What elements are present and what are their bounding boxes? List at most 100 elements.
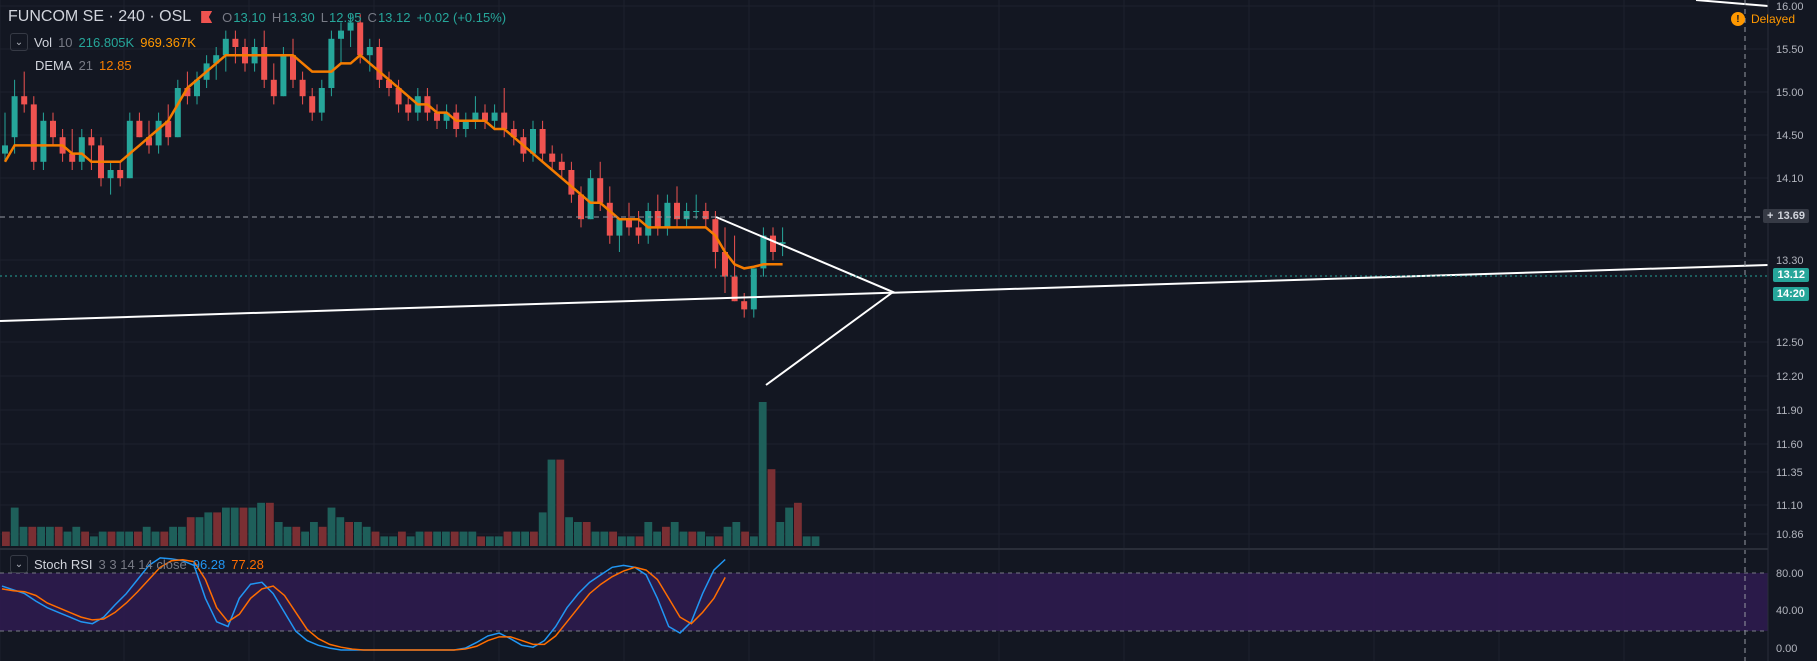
candle — [318, 79, 325, 121]
chevron-down-icon[interactable]: ⌄ — [10, 555, 28, 573]
candle — [88, 129, 95, 170]
candle — [126, 112, 133, 179]
candle — [232, 30, 239, 64]
volume-bar — [178, 526, 186, 546]
volume-bar — [283, 526, 292, 546]
volume-bar — [406, 536, 415, 546]
candle — [462, 112, 469, 138]
ohlc-values: O13.10 H13.30 L12.95 C13.12 +0.02 (+0.15… — [222, 9, 507, 25]
volume-bar — [776, 522, 785, 546]
volume-bar — [257, 502, 265, 546]
candle — [702, 202, 709, 228]
price-axis-label: 11.10 — [1776, 500, 1803, 512]
candle — [11, 79, 18, 154]
volume-bar — [706, 536, 714, 546]
chevron-down-icon[interactable]: ⌄ — [10, 33, 28, 51]
volume-bar — [90, 536, 98, 546]
volume-bar — [37, 526, 45, 546]
volume-bar — [679, 531, 688, 546]
dema-line — [3, 53, 783, 270]
volume-bar — [54, 526, 63, 546]
volume-bar — [556, 459, 565, 546]
price-axis[interactable]: 16.00 15.50 15.00 14.50 14.10 13.30 12.50 12.20… — [1776, 1, 1804, 655]
candlestick-series[interactable] — [2, 14, 786, 318]
candle — [491, 104, 498, 129]
symbol-header: FUNCOM SE · 240 · OSL O13.10 H13.30 L12.… — [8, 8, 506, 26]
volume-bar — [169, 526, 177, 546]
candle — [645, 202, 652, 244]
volume-bar — [714, 536, 723, 546]
candle — [194, 71, 200, 105]
volume-bar — [46, 526, 54, 546]
volume-bar — [442, 531, 450, 546]
candle — [482, 104, 488, 129]
volume-bar — [318, 526, 327, 546]
volume-bar — [477, 536, 485, 546]
dema-legend: DEMA 21 12.85 — [35, 58, 132, 73]
volume-bar — [345, 522, 353, 546]
candle — [664, 194, 671, 236]
volume-bar — [758, 402, 767, 546]
candle — [328, 30, 335, 97]
candle — [731, 235, 738, 302]
stoch-rsi-d-line — [1, 559, 726, 651]
candle — [174, 79, 181, 138]
volume-bar — [63, 531, 72, 546]
volume-bar — [274, 522, 283, 546]
candle — [376, 38, 383, 88]
volume-bar — [626, 536, 635, 546]
candle — [78, 129, 85, 170]
volume-bar — [670, 522, 679, 546]
volume-bar — [336, 517, 345, 546]
volume-bar — [292, 526, 301, 546]
price-axis-label: 12.20 — [1776, 371, 1804, 383]
volume-bar — [424, 531, 433, 546]
delayed-status[interactable]: ! Delayed — [1730, 12, 1795, 26]
drawing-tools[interactable] — [0, 0, 1769, 386]
change-value: +0.02 (+0.15%) — [416, 9, 507, 25]
volume-bar — [450, 531, 459, 546]
volume-bar — [28, 526, 37, 546]
rsi-axis-label: 80.00 — [1776, 568, 1804, 580]
volume-ma-value: 969.367K — [140, 34, 196, 50]
volume-bar — [371, 531, 380, 546]
volume-bars — [2, 402, 820, 546]
volume-bar — [2, 531, 10, 546]
volume-bar — [398, 531, 406, 546]
top-right-trendline — [1695, 0, 1769, 7]
price-axis-label: 16.00 — [1776, 1, 1804, 13]
candle — [635, 211, 642, 244]
volume-bar — [750, 536, 758, 546]
candle — [395, 79, 402, 113]
volume-bar — [354, 522, 362, 546]
candle — [309, 88, 316, 121]
volume-bar — [697, 531, 705, 546]
candle — [405, 96, 412, 121]
candle — [674, 186, 680, 228]
volume-bar — [116, 531, 125, 546]
candle — [50, 112, 56, 146]
triangle-pattern — [715, 216, 896, 386]
stoch-k-value: 96.28 — [192, 556, 226, 572]
symbol-title[interactable]: FUNCOM SE · 240 · OSL — [8, 8, 192, 25]
volume-value: 216.805K — [78, 34, 135, 50]
volume-bar — [521, 531, 529, 546]
candle — [587, 170, 594, 220]
volume-bar — [248, 507, 257, 546]
volume-bar — [688, 531, 697, 546]
volume-bar — [811, 536, 820, 546]
flag-icon[interactable] — [201, 11, 213, 23]
candle — [155, 112, 162, 154]
volume-bar — [239, 507, 248, 546]
volume-bar — [230, 507, 239, 546]
rsi-axis-label: 0.00 — [1776, 643, 1797, 655]
volume-bar — [459, 531, 468, 546]
volume-bar — [582, 522, 591, 546]
volume-bar — [574, 522, 582, 546]
price-axis-label: 14.50 — [1776, 130, 1804, 142]
volume-bar — [134, 531, 142, 546]
rsi-axis-label: 40.00 — [1776, 605, 1804, 617]
price-axis-label: 15.50 — [1776, 44, 1804, 56]
stoch-rsi-band — [0, 573, 1768, 631]
